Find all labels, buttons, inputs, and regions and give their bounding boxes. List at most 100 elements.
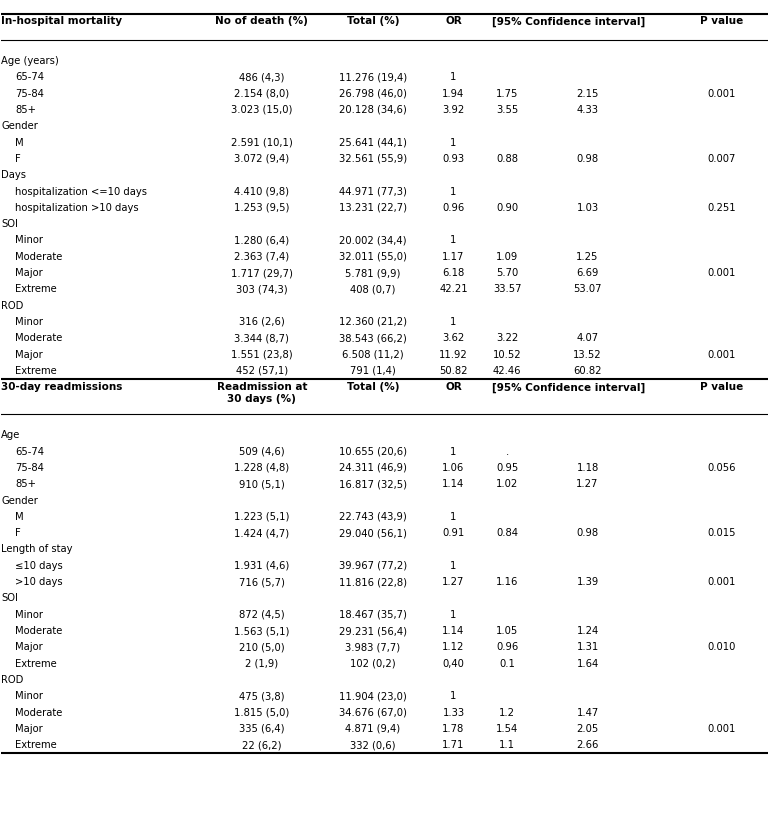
Text: 1.931 (4,6): 1.931 (4,6): [235, 560, 290, 571]
Text: 332 (0,6): 332 (0,6): [350, 740, 396, 750]
Text: 0.96: 0.96: [496, 643, 518, 653]
Text: 0,40: 0,40: [442, 659, 464, 669]
Text: 3.62: 3.62: [442, 333, 464, 343]
Text: 6.508 (11,2): 6.508 (11,2): [342, 350, 404, 360]
Text: hospitalization >10 days: hospitalization >10 days: [15, 203, 139, 213]
Text: 0.96: 0.96: [442, 203, 464, 213]
Text: hospitalization <=10 days: hospitalization <=10 days: [15, 186, 147, 196]
Text: Gender: Gender: [2, 496, 38, 506]
Text: 1.02: 1.02: [496, 479, 518, 489]
Text: 0.010: 0.010: [707, 643, 736, 653]
Text: 1: 1: [451, 512, 457, 522]
Text: In-hospital mortality: In-hospital mortality: [2, 17, 122, 27]
Text: 1.24: 1.24: [577, 626, 599, 636]
Text: 32.561 (55,9): 32.561 (55,9): [339, 154, 407, 164]
Text: 4.07: 4.07: [577, 333, 598, 343]
Text: 0.1: 0.1: [499, 659, 515, 669]
Text: 509 (4,6): 509 (4,6): [239, 446, 285, 456]
Text: 38.543 (66,2): 38.543 (66,2): [339, 333, 407, 343]
Text: Length of stay: Length of stay: [2, 545, 73, 555]
Text: 0.90: 0.90: [496, 203, 518, 213]
Text: 1.551 (23,8): 1.551 (23,8): [231, 350, 293, 360]
Text: P value: P value: [700, 17, 744, 27]
Text: Moderate: Moderate: [15, 707, 62, 717]
Text: Major: Major: [15, 724, 43, 734]
Text: 1.75: 1.75: [496, 89, 518, 99]
Text: 791 (1,4): 791 (1,4): [350, 366, 396, 376]
Text: 44.971 (77,3): 44.971 (77,3): [339, 186, 407, 196]
Text: 11.276 (19,4): 11.276 (19,4): [339, 72, 407, 82]
Text: 452 (57,1): 452 (57,1): [236, 366, 288, 376]
Text: 1.39: 1.39: [577, 577, 599, 587]
Text: 2.66: 2.66: [576, 740, 599, 750]
Text: 1.05: 1.05: [496, 626, 518, 636]
Text: 0.95: 0.95: [496, 463, 518, 473]
Text: 1: 1: [451, 610, 457, 620]
Text: 1.280 (6,4): 1.280 (6,4): [235, 236, 289, 246]
Text: 1: 1: [451, 138, 457, 148]
Text: 316 (2,6): 316 (2,6): [239, 317, 285, 327]
Text: 1.25: 1.25: [576, 252, 599, 262]
Text: 1.228 (4,8): 1.228 (4,8): [235, 463, 289, 473]
Text: 1.71: 1.71: [442, 740, 464, 750]
Text: 11.904 (23,0): 11.904 (23,0): [339, 691, 407, 701]
Text: 22 (6,2): 22 (6,2): [242, 740, 281, 750]
Text: Total (%): Total (%): [347, 17, 399, 27]
Text: 3.22: 3.22: [496, 333, 518, 343]
Text: 1: 1: [451, 691, 457, 701]
Text: Minor: Minor: [15, 236, 43, 246]
Text: 1: 1: [451, 446, 457, 456]
Text: Major: Major: [15, 350, 43, 360]
Text: P value: P value: [700, 383, 744, 393]
Text: 53.07: 53.07: [574, 284, 602, 294]
Text: Extreme: Extreme: [15, 284, 57, 294]
Text: 1.17: 1.17: [442, 252, 464, 262]
Text: 3.023 (15,0): 3.023 (15,0): [231, 105, 292, 115]
Text: ROD: ROD: [2, 300, 24, 310]
Text: 0.007: 0.007: [707, 154, 736, 164]
Text: [95% Confidence interval]: [95% Confidence interval]: [491, 17, 645, 27]
Text: Age (years): Age (years): [2, 56, 59, 66]
Text: 1: 1: [451, 317, 457, 327]
Text: 1.717 (29,7): 1.717 (29,7): [231, 268, 293, 278]
Text: 65-74: 65-74: [15, 446, 44, 456]
Text: 16.817 (32,5): 16.817 (32,5): [339, 479, 407, 489]
Text: 25.641 (44,1): 25.641 (44,1): [339, 138, 407, 148]
Text: 0.251: 0.251: [707, 203, 736, 213]
Text: OR: OR: [445, 383, 462, 393]
Text: .: .: [505, 446, 509, 456]
Text: Total (%): Total (%): [347, 383, 399, 393]
Text: Gender: Gender: [2, 122, 38, 131]
Text: 0.015: 0.015: [707, 529, 736, 538]
Text: ≤10 days: ≤10 days: [15, 560, 63, 571]
Text: 2.15: 2.15: [576, 89, 599, 99]
Text: 75-84: 75-84: [15, 89, 44, 99]
Text: 0.001: 0.001: [707, 268, 736, 278]
Text: Age: Age: [2, 430, 21, 440]
Text: M: M: [15, 138, 24, 148]
Text: 29.040 (56,1): 29.040 (56,1): [339, 529, 407, 538]
Text: 1.33: 1.33: [442, 707, 464, 717]
Text: Minor: Minor: [15, 610, 43, 620]
Text: 2.154 (8,0): 2.154 (8,0): [235, 89, 289, 99]
Text: 0.98: 0.98: [577, 154, 598, 164]
Text: 2.363 (7,4): 2.363 (7,4): [235, 252, 289, 262]
Text: ROD: ROD: [2, 675, 24, 685]
Text: 1: 1: [451, 186, 457, 196]
Text: 4.33: 4.33: [577, 105, 598, 115]
Text: 1: 1: [451, 72, 457, 82]
Text: 1.27: 1.27: [442, 577, 464, 587]
Text: 0.98: 0.98: [577, 529, 598, 538]
Text: 1.1: 1.1: [499, 740, 515, 750]
Text: 3.55: 3.55: [496, 105, 518, 115]
Text: 22.743 (43,9): 22.743 (43,9): [339, 512, 407, 522]
Text: 0.93: 0.93: [442, 154, 464, 164]
Text: 11.92: 11.92: [439, 350, 468, 360]
Text: 486 (4,3): 486 (4,3): [239, 72, 285, 82]
Text: 1: 1: [451, 236, 457, 246]
Text: 872 (4,5): 872 (4,5): [239, 610, 285, 620]
Text: 1.31: 1.31: [577, 643, 599, 653]
Text: 85+: 85+: [15, 479, 36, 489]
Text: 3.92: 3.92: [442, 105, 464, 115]
Text: 32.011 (55,0): 32.011 (55,0): [339, 252, 407, 262]
